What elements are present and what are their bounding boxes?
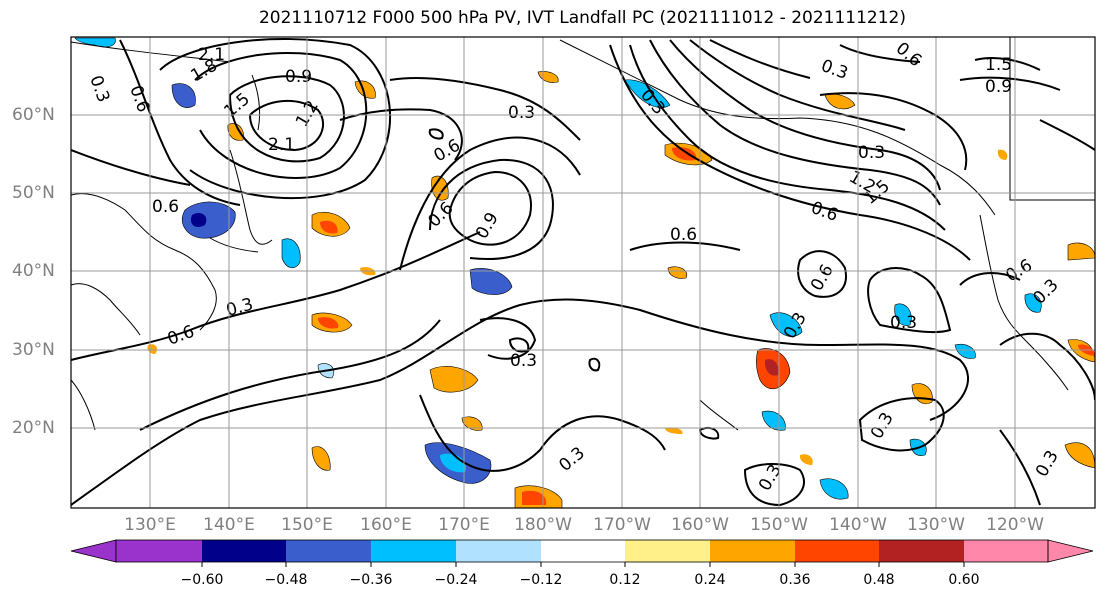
graticule xyxy=(71,37,1095,508)
colorbar-tick-label: −0.24 xyxy=(434,572,478,588)
lon-label-160e: 160°E xyxy=(360,515,412,535)
colorbar-tick-label: 0.24 xyxy=(694,572,726,588)
lon-label-150w: 150°W xyxy=(750,515,808,535)
colorbar-extend-high xyxy=(1047,539,1094,563)
lon-label-160w: 160°W xyxy=(671,515,729,535)
coastlines xyxy=(71,37,1095,431)
lat-label-60n: 60°N xyxy=(12,105,55,125)
contour-label: 0.3 xyxy=(858,143,885,163)
contour-label: 0.6 xyxy=(152,197,179,217)
lon-label-120w: 120°W xyxy=(986,515,1044,535)
contour-label: 2.1 xyxy=(198,45,225,65)
contour-label: 1.5 xyxy=(985,55,1012,75)
colorbar-tick-label: −0.60 xyxy=(180,572,224,588)
lon-label-170w: 170°W xyxy=(593,515,651,535)
lat-label-30n: 30°N xyxy=(12,340,55,360)
lat-label-20n: 20°N xyxy=(12,418,55,438)
colorbar-extend-low xyxy=(70,539,117,563)
contour-label: 0.9 xyxy=(285,67,312,87)
lon-label-170e: 170°E xyxy=(438,515,490,535)
lon-label-140e: 140°E xyxy=(203,515,255,535)
lat-label-50n: 50°N xyxy=(12,183,55,203)
negative-anomaly-japan xyxy=(181,201,236,239)
lon-label-180w: 180°W xyxy=(514,515,572,535)
colorbar-tick-label: −0.12 xyxy=(519,572,563,588)
lon-label-130e: 130°E xyxy=(124,515,176,535)
shaded-anomalies xyxy=(74,37,1095,508)
contour-label: 0.3 xyxy=(508,103,535,123)
lon-label-130w: 130°W xyxy=(907,515,965,535)
lat-label-40n: 40°N xyxy=(12,261,55,281)
colorbar-tick-label: 0.36 xyxy=(779,572,811,588)
contour-label: 0.6 xyxy=(670,225,697,245)
colorbar-tick-label: 0.60 xyxy=(948,572,980,588)
lon-label-140w: 140°W xyxy=(829,515,887,535)
map-frame xyxy=(70,36,1096,509)
lon-label-150e: 150°E xyxy=(281,515,333,535)
colorbar-tick-label: −0.36 xyxy=(349,572,393,588)
contour-label: 0.3 xyxy=(510,351,537,371)
contour-label: 0.9 xyxy=(985,77,1012,97)
map-title: 2021110712 F000 500 hPa PV, IVT Landfall… xyxy=(258,8,906,28)
contour-label: 2.1 xyxy=(268,135,295,155)
colorbar xyxy=(70,539,1094,567)
contour-label: 0.3 xyxy=(890,313,917,333)
colorbar-tick-label: 0.12 xyxy=(609,572,641,588)
colorbar-tick-label: 0.48 xyxy=(863,572,895,588)
colorbar-tick-label: −0.48 xyxy=(264,572,308,588)
